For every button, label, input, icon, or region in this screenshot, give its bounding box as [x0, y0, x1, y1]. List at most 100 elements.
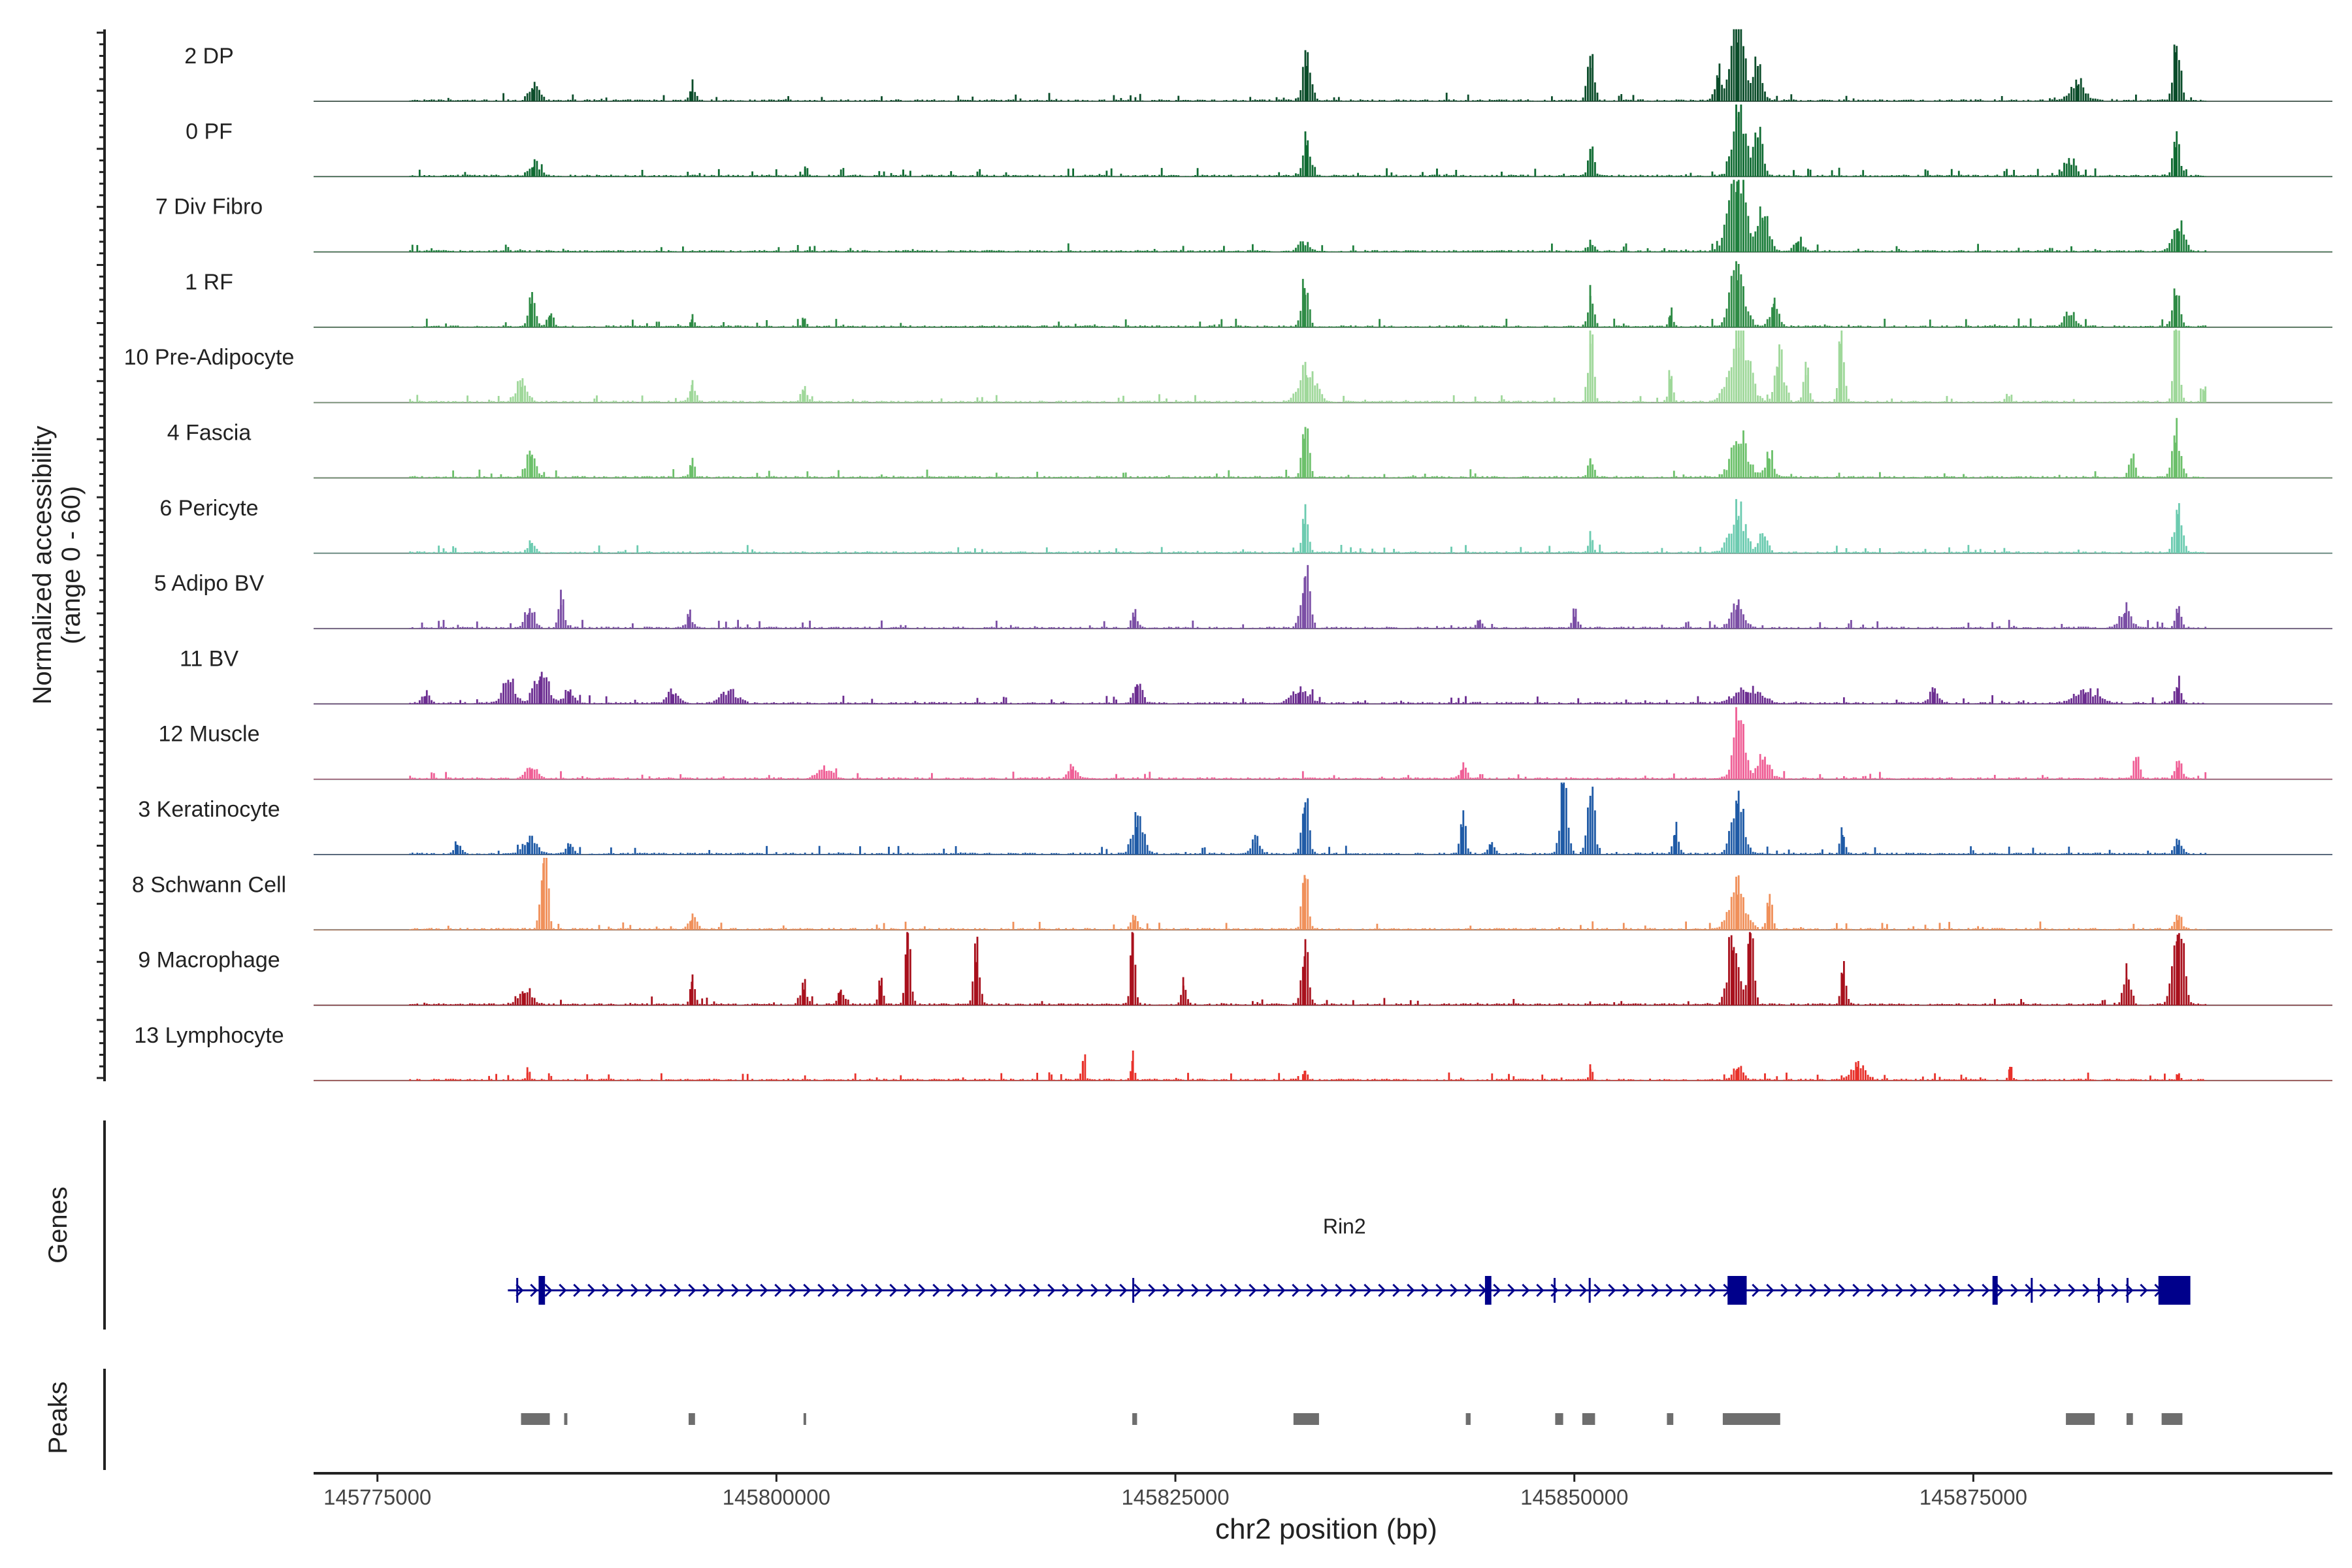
accessibility-peak: [542, 863, 545, 930]
accessibility-peak: [1736, 894, 1739, 930]
strand-arrow: [1249, 1283, 1257, 1298]
strand-arrow: [515, 1283, 524, 1298]
strand-arrow: [1823, 1283, 1832, 1298]
accessibility-peak: [975, 962, 977, 1005]
accessibility-peak: [1305, 145, 1307, 177]
gene-exon: [1588, 1278, 1591, 1303]
track-label: 4 Fascia: [167, 421, 252, 446]
x-tick-label: 145825000: [1121, 1485, 1229, 1509]
accessibility-peak: [879, 985, 881, 1005]
accessibility-peak: [1840, 344, 1842, 403]
accessibility-peak: [2135, 759, 2137, 779]
strand-arrow: [645, 1283, 653, 1298]
accessibility-peak: [529, 543, 532, 553]
accessibility-peak: [1746, 692, 1748, 704]
accessibility-area: [314, 564, 2332, 629]
accessibility-peak: [2175, 52, 2178, 101]
strand-arrow: [1550, 1283, 1559, 1298]
strand-arrow: [918, 1283, 926, 1298]
strand-arrow: [803, 1283, 811, 1298]
strand-arrow: [860, 1283, 869, 1298]
strand-arrow: [1076, 1283, 1085, 1298]
accessibility-peak: [523, 993, 525, 1005]
strand-arrow: [1507, 1283, 1516, 1298]
strand-arrow: [2111, 1283, 2119, 1298]
strand-arrow: [1910, 1283, 1918, 1298]
accessibility-peak: [1761, 759, 1764, 779]
accessibility-peak: [1841, 973, 1844, 1005]
track-1-rf: 1 RF: [185, 261, 2332, 328]
accessibility-peak: [2124, 613, 2126, 629]
accessibility-peak: [1462, 769, 1464, 779]
strand-arrow: [1536, 1283, 1544, 1298]
accessibility-peak: [1761, 537, 1764, 553]
accessibility-peak: [1736, 804, 1739, 855]
accessibility-peak: [2176, 228, 2179, 252]
accessibility-peak: [2176, 934, 2179, 1005]
accessibility-peak: [456, 845, 459, 855]
accessibility-peak: [1562, 784, 1565, 855]
gene-exon: [516, 1278, 519, 1303]
accessibility-peak: [1737, 348, 1740, 403]
accessibility-peak: [1477, 621, 1480, 629]
peak-region: [2066, 1413, 2095, 1425]
track-13-lymphocyte: 13 Lymphocyte: [134, 1023, 2332, 1081]
accessibility-peak: [1736, 519, 1739, 553]
strand-arrow: [1047, 1283, 1056, 1298]
accessibility-peak: [1589, 68, 1592, 101]
accessibility-peak: [1305, 66, 1307, 101]
strand-arrow: [1335, 1283, 1343, 1298]
accessibility-area: [314, 933, 2332, 1005]
track-5-adipo-bv: 5 Adipo BV: [154, 564, 2332, 630]
accessibility-peak: [549, 315, 551, 327]
strand-arrow: [1105, 1283, 1113, 1298]
accessibility-peak: [1589, 1068, 1592, 1081]
strand-arrow: [1119, 1283, 1128, 1298]
strand-arrow: [1680, 1283, 1688, 1298]
accessibility-peak: [1737, 446, 1740, 478]
genes-panel-label: Genes: [44, 1186, 73, 1264]
strand-arrow: [745, 1283, 754, 1298]
accessibility-area: [314, 707, 2332, 779]
accessibility-peak: [1777, 367, 1780, 403]
strand-arrow: [1004, 1283, 1013, 1298]
accessibility-peak: [691, 91, 693, 101]
track-label: 6 Pericyte: [159, 496, 258, 521]
accessibility-peak: [2175, 442, 2178, 478]
gene-exon: [2097, 1278, 2100, 1303]
accessibility-peak: [906, 932, 909, 1005]
strand-arrow: [1608, 1283, 1616, 1298]
accessibility-peak: [1589, 244, 1592, 252]
accessibility-peak: [802, 391, 805, 403]
strand-arrow: [1277, 1283, 1286, 1298]
accessibility-area: [314, 1051, 2332, 1081]
accessibility-peak: [568, 692, 570, 704]
strand-arrow: [846, 1283, 855, 1298]
strand-arrow: [616, 1283, 625, 1298]
strand-arrow: [1349, 1283, 1358, 1298]
track-2-dp: 2 DP: [184, 29, 2332, 102]
accessibility-peak: [2176, 845, 2179, 855]
accessibility-peak: [1131, 1060, 1134, 1081]
accessibility-peak: [1748, 932, 1751, 1005]
accessibility-peak: [526, 1072, 529, 1081]
gene-exon: [2126, 1278, 2129, 1303]
accessibility-peak: [1768, 906, 1771, 930]
strand-arrow: [717, 1283, 725, 1298]
accessibility-peak: [1573, 617, 1576, 629]
accessibility-peak: [1303, 808, 1306, 855]
strand-arrow: [630, 1283, 639, 1298]
accessibility-peak: [568, 847, 570, 855]
strand-arrow: [1148, 1283, 1156, 1298]
accessibility-peak: [1737, 112, 1740, 177]
strand-arrow: [1220, 1283, 1228, 1298]
accessibility-peak: [1757, 137, 1759, 177]
track-label: 12 Muscle: [159, 722, 260, 747]
strand-arrow: [932, 1283, 941, 1298]
accessibility-peak: [1302, 244, 1304, 252]
track-12-muscle: 12 Muscle: [159, 707, 2332, 780]
strand-arrow: [1205, 1283, 1214, 1298]
y-axis-range-label: (range 0 - 60): [57, 486, 86, 644]
strand-arrow: [674, 1283, 682, 1298]
